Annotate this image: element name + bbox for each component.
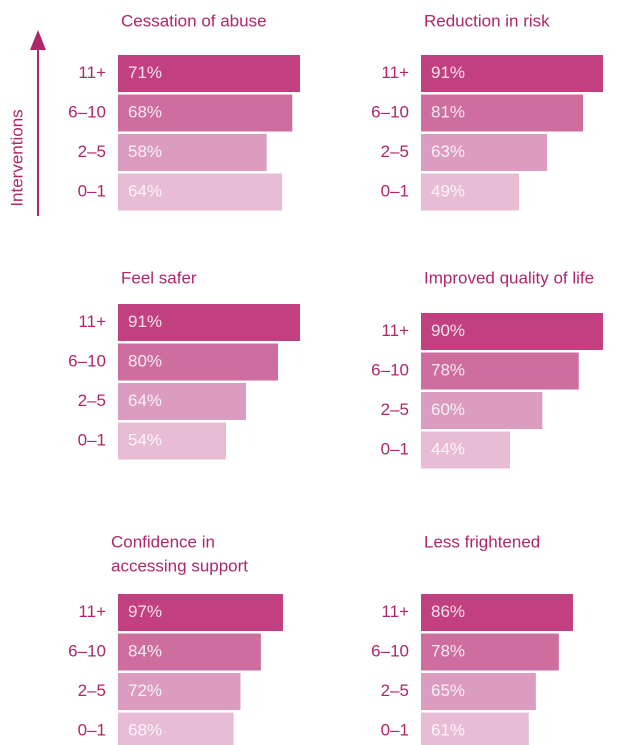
category-label: 6–10 [371,360,409,379]
panel-title: Less frightened [424,532,540,551]
category-label: 6–10 [371,641,409,660]
panel-title: Confidence in [111,532,215,551]
panel-title: Cessation of abuse [121,11,267,30]
category-label: 11+ [78,63,106,82]
bar [118,134,267,171]
panel-title: Reduction in risk [424,11,550,30]
value-label: 61% [431,720,465,739]
panel-title: Improved quality of life [424,268,594,287]
bar [118,55,300,92]
bar [421,392,543,429]
value-label: 81% [431,102,465,121]
category-label: 0–1 [381,181,409,200]
value-label: 64% [128,181,162,200]
value-label: 78% [431,641,465,660]
value-label: 80% [128,351,162,370]
bar [421,431,510,469]
value-label: 44% [431,439,465,458]
bar [118,673,241,710]
bar [118,173,283,211]
category-label: 0–1 [381,720,409,739]
category-label: 6–10 [68,351,106,370]
category-label: 2–5 [381,142,409,161]
category-label: 6–10 [68,641,106,660]
category-label: 2–5 [78,142,106,161]
category-label: 2–5 [78,681,106,700]
bar [421,134,547,171]
bar [421,173,519,211]
y-axis-label: Interventions [7,109,26,206]
value-label: 91% [128,312,162,331]
category-label: 2–5 [381,400,409,419]
value-label: 60% [431,400,465,419]
category-label: 6–10 [371,102,409,121]
value-label: 68% [128,102,162,121]
bar [421,313,603,350]
bar [421,94,583,132]
bar [118,383,246,420]
value-label: 84% [128,641,162,660]
value-label: 64% [128,391,162,410]
bar [118,712,234,745]
bar [421,633,559,671]
category-label: 11+ [381,63,409,82]
bar [421,712,529,745]
value-label: 78% [431,360,465,379]
value-label: 63% [431,142,465,161]
value-label: 68% [128,720,162,739]
bar [421,673,536,710]
panel-title: Feel safer [121,268,197,287]
category-label: 0–1 [381,439,409,458]
value-label: 58% [128,142,162,161]
value-label: 54% [128,430,162,449]
bar [118,594,283,631]
bar [421,55,603,92]
value-label: 49% [431,181,465,200]
category-label: 11+ [78,312,106,331]
bar [118,422,226,460]
value-label: 90% [431,321,465,340]
bar [118,304,300,341]
category-label: 11+ [381,602,409,621]
panel-title: accessing support [111,556,248,575]
category-label: 11+ [78,602,106,621]
bar [421,594,573,631]
category-label: 0–1 [78,430,106,449]
value-label: 72% [128,681,162,700]
category-label: 6–10 [68,102,106,121]
category-label: 11+ [381,321,409,340]
value-label: 71% [128,63,162,82]
value-label: 91% [431,63,465,82]
bar [421,352,579,390]
category-label: 0–1 [78,720,106,739]
bar [118,94,293,132]
value-label: 97% [128,602,162,621]
category-label: 0–1 [78,181,106,200]
category-label: 2–5 [78,391,106,410]
bar [118,343,278,381]
bar [118,633,261,671]
value-label: 86% [431,602,465,621]
value-label: 65% [431,681,465,700]
category-label: 2–5 [381,681,409,700]
